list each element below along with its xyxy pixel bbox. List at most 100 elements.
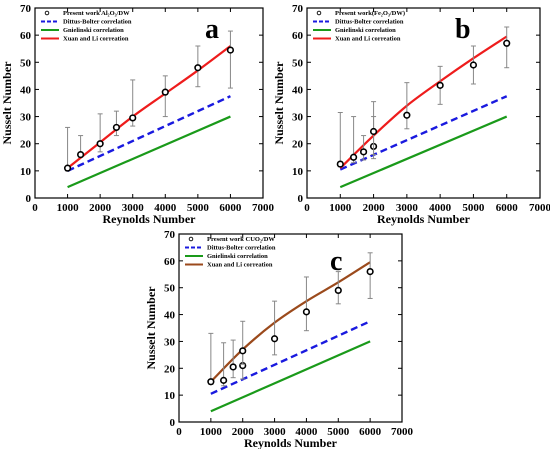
y-tick-label: 0 [298, 193, 304, 205]
x-tick-label: 0 [304, 202, 310, 214]
data-point [96, 140, 104, 148]
x-tick-label: 0 [176, 426, 182, 438]
y-tick-label: 0 [26, 193, 32, 205]
y-tick-label: 40 [164, 310, 176, 322]
legend: Present work(Fe₂O₃/DW) Dittus-Bolter corr… [313, 10, 405, 43]
legend-marker-point [44, 10, 50, 16]
data-point [369, 127, 378, 136]
panel-letter: c [330, 246, 342, 277]
chart-panel-b: 0 1000 2000 3000 4000 5000 6000 7000 0 10 20 30 40 50… [272, 3, 550, 226]
series-line-solid-green [67, 115, 231, 189]
y-tick-label: 20 [164, 363, 176, 375]
y-axis-label: Nusselt Number [0, 61, 14, 145]
y-tick-label: 60 [164, 256, 176, 268]
data-point [63, 164, 72, 172]
y-tick-label: 40 [20, 84, 32, 96]
x-tick-label: 1000 [329, 202, 352, 214]
data-point [226, 46, 235, 54]
x-axis-label: Reynolds Number [244, 436, 338, 449]
series-line-dashed [339, 95, 508, 171]
series-line-dashed [210, 320, 371, 395]
x-tick-label: 1000 [200, 426, 223, 438]
data-point [229, 363, 237, 371]
x-tick-label: 3000 [396, 202, 419, 214]
series-line-solid-green [339, 115, 508, 189]
y-tick-label: 0 [170, 417, 176, 429]
x-axis-label: Reynolds Number [377, 212, 471, 226]
data-point [334, 286, 342, 295]
legend-label: Dittus-Bolter correlation [63, 19, 132, 26]
x-tick-label: 4000 [429, 202, 452, 214]
x-tick-label: 6000 [359, 426, 382, 438]
x-tick-label: 3000 [264, 426, 287, 438]
data-point [207, 378, 215, 386]
legend-label: Gnielinski correlation [63, 27, 124, 34]
y-tick-label: 20 [20, 139, 32, 151]
y-tick-label: 10 [292, 166, 304, 178]
data-point [270, 335, 279, 343]
series-line-solid-green [210, 340, 371, 413]
data-point [194, 64, 202, 72]
legend-label: Xuan and Li correation [207, 262, 273, 269]
x-tick-label: 7000 [529, 202, 550, 214]
data-point [239, 347, 247, 355]
x-tick-label: 5000 [327, 426, 350, 438]
x-tick-label: 2000 [363, 202, 386, 214]
y-tick-label: 60 [20, 30, 32, 42]
legend-label: Xuan and Li correation [63, 36, 129, 43]
y-tick-label: 20 [292, 139, 304, 151]
plot-frame [34, 7, 264, 199]
x-tick-label: 2000 [89, 202, 112, 214]
legend-marker-point [316, 10, 322, 16]
y-axis-label: Nusselt Number [144, 286, 158, 370]
legend-label: Gnielinski correlation [207, 253, 268, 260]
x-tick-label: 7000 [391, 426, 414, 438]
y-tick-label: 70 [292, 3, 304, 15]
x-tick-label: 0 [32, 202, 38, 214]
legend-label: Present work Al₂O₃/DW [63, 10, 130, 17]
chart-panel-a: 0 1000 2000 3000 4000 5000 6000 7000 0 10 20 30 40 50… [0, 3, 275, 226]
data-point [359, 148, 368, 156]
data-point [220, 376, 228, 384]
series-line-dashed [67, 95, 231, 172]
x-tick-label: 5000 [462, 202, 485, 214]
legend-label: Dittus-Bolter correlation [207, 245, 276, 252]
y-tick-label: 60 [292, 30, 304, 42]
data-point [76, 150, 85, 159]
x-axis-label: Reynolds Number [102, 212, 196, 226]
legend-label: Gnielinski correlation [335, 27, 396, 34]
data-point [129, 114, 137, 122]
data-point [302, 308, 311, 316]
legend: Present work CUO₂/DW Dittus-Bolter correl… [185, 236, 276, 269]
panel-letter: b [455, 14, 471, 45]
y-tick-label: 40 [292, 84, 304, 96]
legend-label: Dittus-Bolter correlation [335, 19, 404, 26]
legend-marker-point [188, 236, 194, 242]
x-tick-label: 4000 [154, 202, 177, 214]
y-axis-label: Nusselt Number [272, 61, 286, 145]
x-tick-label: 6000 [496, 202, 519, 214]
data-point [403, 111, 411, 119]
data-point [350, 153, 358, 161]
y-tick-label: 50 [292, 57, 304, 69]
series-line-solid-red [339, 35, 508, 169]
data-point [469, 61, 478, 69]
y-tick-label: 30 [292, 112, 304, 124]
x-tick-label: 4000 [295, 426, 318, 438]
x-tick-label: 2000 [232, 426, 255, 438]
data-point [112, 123, 121, 132]
legend-label: Xuan and Li correation [335, 36, 401, 43]
x-tick-label: 5000 [187, 202, 210, 214]
chart-panel-c: 0 1000 2000 3000 4000 5000 6000 7000 0 10 20 30 40 50… [144, 229, 414, 450]
y-tick-label: 70 [164, 229, 176, 241]
data-point [336, 160, 344, 168]
x-tick-label: 6000 [219, 202, 242, 214]
panel-letter: a [205, 14, 219, 45]
legend-label: Present work CUO₂/DW [207, 236, 275, 243]
legend-label: Present work(Fe₂O₃/DW) [335, 10, 405, 17]
data-point [161, 88, 169, 96]
x-tick-label: 7000 [252, 202, 275, 214]
y-tick-label: 10 [20, 166, 32, 178]
y-tick-label: 10 [164, 390, 176, 402]
